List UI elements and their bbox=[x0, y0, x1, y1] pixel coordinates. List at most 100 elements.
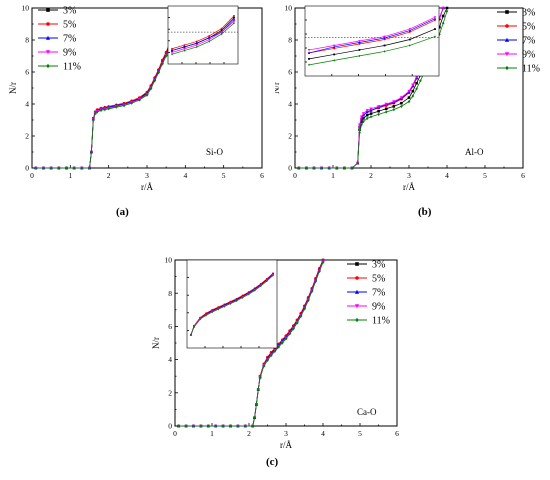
series-3pct bbox=[34, 8, 183, 170]
series-line bbox=[35, 9, 182, 169]
inset-data-point bbox=[358, 40, 361, 43]
data-point bbox=[90, 150, 93, 154]
y-tick-label: 2 bbox=[168, 388, 172, 397]
inset-data-point bbox=[232, 18, 236, 21]
series-9pct bbox=[34, 10, 184, 170]
data-point bbox=[107, 107, 110, 111]
inset-data-point bbox=[358, 49, 361, 51]
data-point bbox=[177, 424, 180, 428]
legend-marker bbox=[505, 10, 509, 14]
x-tick-label: 4 bbox=[321, 429, 325, 438]
inset-plot bbox=[304, 5, 440, 77]
inset-data-point bbox=[383, 50, 386, 53]
inset-data-point bbox=[434, 28, 436, 30]
inset-data-point bbox=[170, 51, 174, 54]
legend-marker bbox=[505, 24, 509, 28]
inset-data-point bbox=[408, 38, 411, 41]
inset-data-point bbox=[217, 308, 220, 311]
data-point bbox=[199, 424, 203, 428]
data-point bbox=[321, 260, 325, 265]
inset-data-point bbox=[333, 53, 336, 56]
data-point bbox=[145, 93, 149, 97]
legend-marker bbox=[505, 65, 509, 71]
data-point bbox=[57, 166, 61, 170]
data-point bbox=[365, 113, 369, 117]
data-point bbox=[95, 110, 99, 114]
inset-data-point bbox=[333, 47, 336, 50]
inset-frame bbox=[186, 259, 278, 349]
legend-label: 7% bbox=[372, 288, 385, 299]
data-point bbox=[407, 96, 411, 99]
legend: 3% 5% 7% 9% 11% bbox=[497, 8, 540, 75]
legend-label: 9% bbox=[63, 48, 76, 59]
legend-marker bbox=[354, 304, 360, 309]
data-point bbox=[441, 6, 445, 10]
inset-data-point bbox=[223, 305, 226, 308]
pair-annotation: Ca-O bbox=[357, 407, 377, 417]
data-point bbox=[411, 89, 415, 93]
inset-data-point bbox=[307, 49, 311, 52]
inset-series-line bbox=[171, 22, 235, 55]
data-point bbox=[312, 166, 316, 170]
data-point bbox=[305, 166, 308, 170]
data-point bbox=[207, 424, 210, 428]
data-point bbox=[93, 112, 97, 116]
y-tick-label: 0 bbox=[168, 422, 172, 431]
inset-plot bbox=[186, 259, 278, 349]
inset-data-point bbox=[193, 325, 195, 329]
data-point bbox=[362, 120, 365, 124]
data-point bbox=[42, 166, 45, 170]
series-11pct bbox=[177, 260, 325, 428]
inset-data-point bbox=[235, 299, 238, 303]
data-point bbox=[369, 107, 373, 111]
data-point bbox=[229, 424, 232, 428]
x-tick-label: 5 bbox=[222, 171, 226, 180]
data-point bbox=[360, 123, 363, 127]
series-11pct bbox=[34, 11, 183, 170]
inset-series-line bbox=[308, 36, 436, 66]
data-point bbox=[192, 424, 195, 428]
y-tick-label: 8 bbox=[168, 289, 172, 298]
y-axis-label: N/r bbox=[151, 337, 161, 349]
inset-data-point bbox=[208, 35, 211, 37]
panel-caption-c: (c) bbox=[266, 456, 279, 468]
legend-label: 5% bbox=[522, 22, 535, 33]
y-tick-label: 8 bbox=[288, 36, 292, 45]
data-point bbox=[369, 115, 373, 119]
inset-frame bbox=[167, 5, 239, 65]
inset-series-line bbox=[308, 19, 436, 54]
x-tick-label: 0 bbox=[293, 171, 297, 180]
inset-plot bbox=[167, 5, 239, 65]
inset-data-point bbox=[220, 32, 223, 36]
data-point bbox=[164, 54, 168, 58]
data-point bbox=[49, 166, 53, 170]
data-point bbox=[221, 424, 225, 428]
x-tick-label: 5 bbox=[358, 429, 362, 438]
inset-data-point bbox=[229, 302, 232, 305]
data-point bbox=[392, 108, 396, 112]
legend-label: 11% bbox=[63, 62, 81, 73]
inset-series-line bbox=[308, 28, 436, 60]
data-point bbox=[288, 332, 291, 336]
data-point bbox=[361, 112, 365, 116]
inset-data-point bbox=[171, 53, 173, 56]
legend-label: 5% bbox=[63, 20, 76, 31]
data-point bbox=[65, 166, 68, 170]
data-point bbox=[251, 424, 254, 428]
data-point bbox=[161, 62, 164, 66]
inset-data-point bbox=[358, 43, 361, 45]
inset-data-point bbox=[183, 49, 186, 52]
data-point bbox=[411, 94, 415, 98]
series-7pct bbox=[34, 9, 184, 170]
x-axis-label: r/Å bbox=[403, 182, 415, 192]
x-tick-label: 1 bbox=[68, 171, 72, 180]
x-tick-label: 6 bbox=[260, 171, 264, 180]
inset-data-point bbox=[308, 57, 310, 60]
inset-data-point bbox=[199, 318, 202, 321]
inset-data-point bbox=[333, 44, 336, 47]
y-axis-label: N/r bbox=[8, 82, 18, 94]
inset-data-point bbox=[195, 40, 198, 43]
data-point bbox=[400, 104, 403, 108]
legend-marker bbox=[45, 35, 51, 40]
data-point bbox=[256, 387, 260, 392]
